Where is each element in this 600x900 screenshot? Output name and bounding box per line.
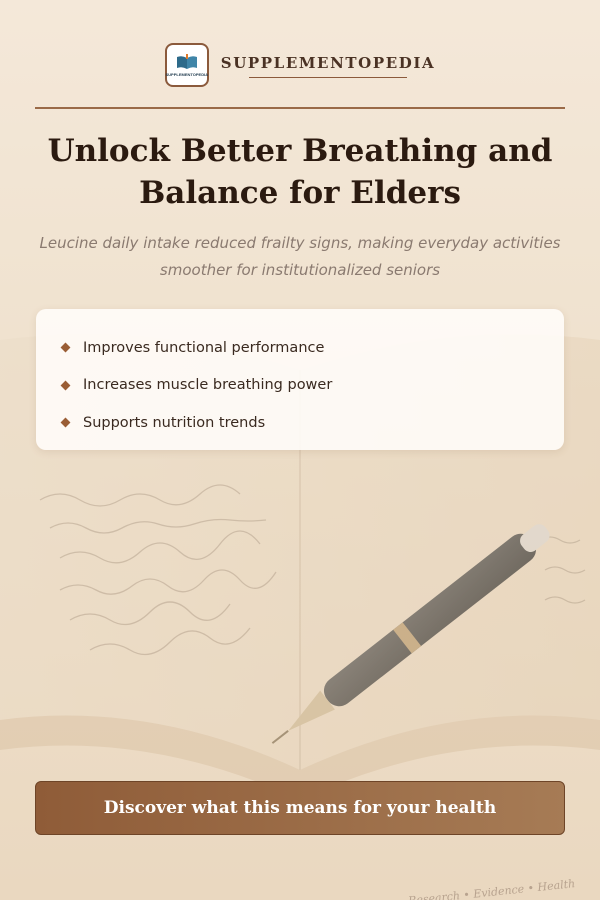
benefit-item: Supports nutrition trends xyxy=(60,404,538,442)
page-subtitle: Leucine daily intake reduced frailty sig… xyxy=(30,230,570,284)
benefit-label: Supports nutrition trends xyxy=(83,414,266,431)
diamond-bullet-icon xyxy=(60,380,71,391)
page-title: Unlock Better Breathing and Balance for … xyxy=(40,130,560,214)
brand-name: SUPPLEMENTOPEDIA xyxy=(221,54,435,78)
benefits-list: Improves functional performance Increase… xyxy=(60,329,538,442)
title-line-2: Balance for Elders xyxy=(139,175,461,211)
cta-button[interactable]: Discover what this means for your health xyxy=(35,781,565,835)
diamond-bullet-icon xyxy=(60,417,71,428)
logo-wordmark: SUPPLEMENTOPEDIA xyxy=(165,71,209,77)
title-line-1: Unlock Better Breathing and xyxy=(47,133,553,169)
brand-logo: SUPPLEMENTOPEDIA xyxy=(164,43,209,87)
diamond-bullet-icon xyxy=(60,342,71,353)
footer-tagline: Research • Evidence • Health xyxy=(407,877,576,900)
subtitle-line-2: smoother for institutionalized seniors xyxy=(159,261,441,279)
benefit-label: Improves functional performance xyxy=(83,339,325,356)
header-divider xyxy=(35,107,565,109)
benefit-item: Increases muscle breathing power xyxy=(60,367,538,405)
benefits-card: Improves functional performance Increase… xyxy=(36,309,564,450)
benefit-label: Increases muscle breathing power xyxy=(83,377,333,394)
benefit-item: Improves functional performance xyxy=(60,329,538,367)
book-icon xyxy=(176,53,197,69)
brand-header: SUPPLEMENTOPEDIA SUPPLEMENTOPEDIA xyxy=(0,40,600,90)
subtitle-line-1: Leucine daily intake reduced frailty sig… xyxy=(39,234,561,252)
